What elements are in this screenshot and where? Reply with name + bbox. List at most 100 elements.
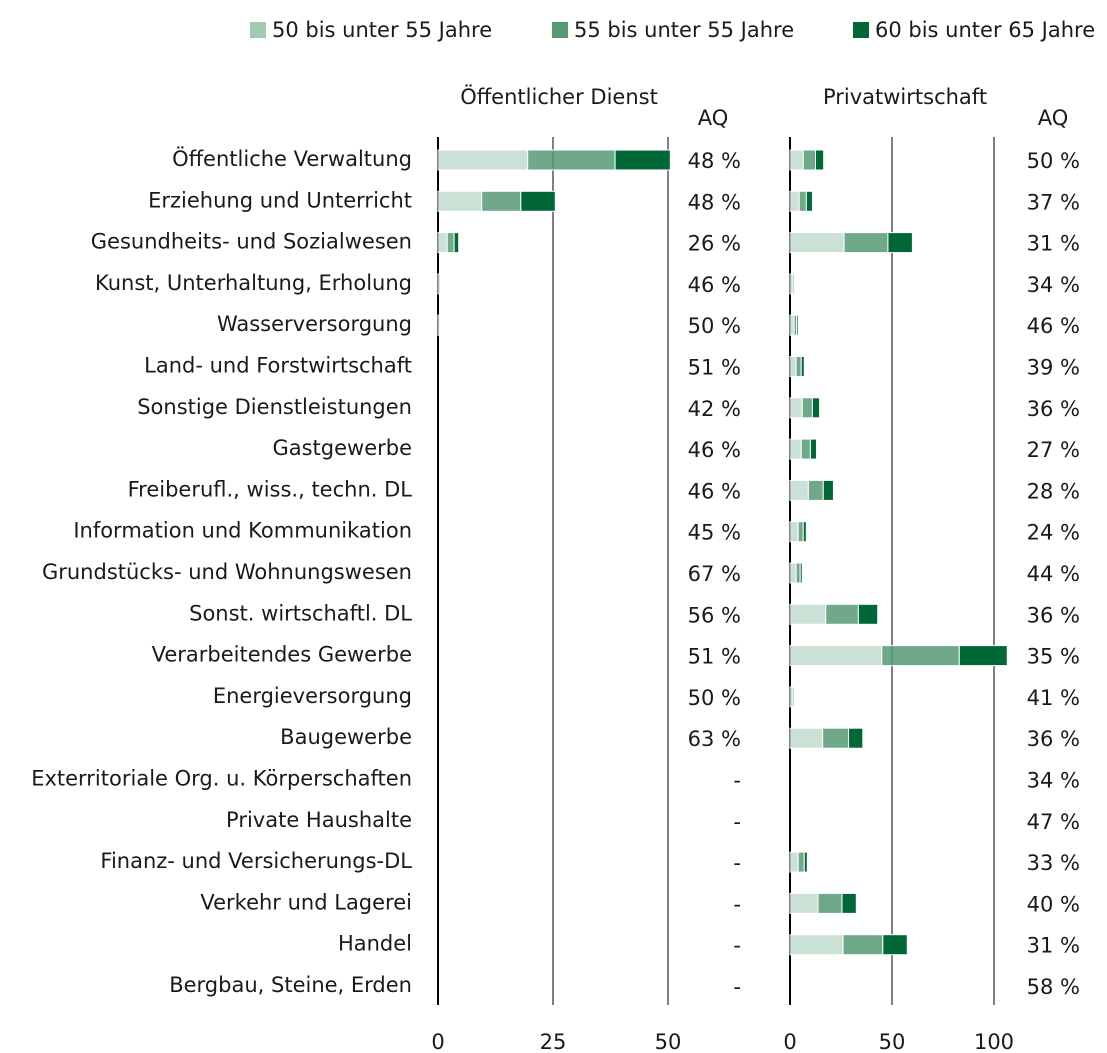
aq-label: 28 %: [1027, 479, 1080, 503]
bar-segment: [811, 397, 821, 419]
bar-segment: [797, 521, 804, 543]
aq-label: 50 %: [688, 686, 741, 710]
aq-label: 34 %: [1027, 273, 1080, 297]
bar-segment: [817, 892, 843, 914]
aq-label: 63 %: [688, 727, 741, 751]
bar-segment: [805, 190, 813, 212]
legend-swatch: [853, 22, 869, 38]
aq-label: 31 %: [1027, 934, 1080, 958]
aq-label: 51 %: [688, 356, 741, 380]
x-tick-label: 50: [879, 1030, 906, 1053]
bar-segment: [527, 149, 616, 171]
category-label: Baugewerbe: [280, 725, 412, 749]
x-tick-label: 50: [655, 1030, 682, 1053]
aq-label: 31 %: [1027, 232, 1080, 256]
bar-segment: [857, 603, 879, 625]
bar-segment: [802, 521, 807, 543]
category-label: Sonstige Dienstleistungen: [137, 395, 412, 419]
category-label: Bergbau, Steine, Erden: [169, 973, 412, 997]
category-label: Gesundheits- und Sozialwesen: [91, 230, 412, 254]
aq-label: -: [733, 975, 741, 999]
aq-label: 40 %: [1027, 892, 1080, 916]
x-tick-label: 0: [431, 1030, 444, 1053]
aq-label: 36 %: [1027, 727, 1080, 751]
bar-segment: [446, 232, 455, 254]
bar-segment: [799, 562, 803, 584]
bar-segment: [789, 645, 883, 667]
panel-title: Privatwirtschaft: [823, 85, 987, 109]
bar-segment: [789, 232, 845, 254]
bar-segment: [789, 149, 804, 171]
bar-segment: [481, 190, 522, 212]
aq-label: 35 %: [1027, 645, 1080, 669]
bar-segment: [882, 934, 908, 956]
bar-segment: [789, 190, 800, 212]
aq-label: 42 %: [688, 397, 741, 421]
bar-segment: [841, 892, 857, 914]
category-label: Finanz- und Versicherungs-DL: [100, 849, 412, 873]
legend-label: 50 bis unter 55 Jahre: [272, 18, 492, 42]
category-label: Erziehung und Unterricht: [148, 188, 412, 212]
bar-segment: [798, 190, 807, 212]
aq-label: 46 %: [688, 273, 741, 297]
bar-segment: [789, 314, 795, 336]
aq-header: AQ: [1038, 106, 1069, 130]
aq-label: 56 %: [688, 603, 741, 627]
bar-segment: [453, 232, 460, 254]
category-label: Energieversorgung: [213, 684, 412, 708]
x-tick-label: 25: [540, 1030, 567, 1053]
bar-segment: [789, 727, 824, 749]
bar-segment: [793, 686, 797, 708]
category-label: Öffentliche Verwaltung: [172, 146, 412, 171]
aq-label: 37 %: [1027, 190, 1080, 214]
aq-label: 24 %: [1027, 521, 1080, 545]
legend-label: 60 bis unter 65 Jahre: [875, 18, 1095, 42]
bar-segment: [789, 892, 819, 914]
aq-label: 50 %: [688, 314, 741, 338]
bar-segment: [887, 232, 913, 254]
legend-swatch: [250, 22, 266, 38]
aq-label: 44 %: [1027, 562, 1080, 586]
bar-segment: [795, 356, 802, 377]
aq-label: 41 %: [1027, 686, 1080, 710]
aq-label: 50 %: [1027, 149, 1080, 173]
category-label: Private Haushalte: [226, 808, 412, 832]
category-label: Freiberufl., wiss., techn. DL: [128, 477, 413, 501]
bar-segment: [848, 727, 864, 749]
bar-segment: [796, 314, 799, 336]
aq-label: 36 %: [1027, 397, 1080, 421]
aq-label: 46 %: [1027, 314, 1080, 338]
bar-segment: [789, 397, 803, 419]
category-label: Kunst, Unterhaltung, Erholung: [95, 271, 412, 295]
bar-segment: [803, 851, 808, 873]
bar-segment: [800, 356, 805, 377]
category-label: Handel: [338, 932, 412, 956]
aq-label: 46 %: [688, 438, 741, 462]
aq-label: 26 %: [688, 232, 741, 256]
bar-segment: [797, 851, 805, 873]
category-label: Information und Kommunikation: [73, 519, 412, 543]
legend-swatch: [552, 22, 568, 38]
x-tick-label: 100: [974, 1030, 1014, 1053]
aq-label: 33 %: [1027, 851, 1080, 875]
bar-segment: [822, 727, 850, 749]
bar-segment: [789, 438, 802, 460]
x-tick-label: 0: [783, 1030, 796, 1053]
aq-label: -: [733, 851, 741, 875]
bar-segment: [793, 273, 797, 295]
aq-label: 48 %: [688, 190, 741, 214]
bar-segment: [843, 232, 889, 254]
aq-label: 48 %: [688, 149, 741, 173]
bar-segment: [789, 562, 797, 584]
bar-segment: [958, 645, 1008, 667]
bar-segment: [800, 438, 811, 460]
aq-label: -: [733, 810, 741, 834]
bar-segment: [815, 149, 825, 171]
bar-segment: [437, 190, 483, 212]
category-label: Sonst. wirtschaftl. DL: [189, 601, 412, 625]
bar-segment: [809, 438, 818, 460]
bar-segment: [789, 934, 844, 956]
bar-segment: [825, 603, 859, 625]
aq-label: 67 %: [688, 562, 741, 586]
bar-segment: [807, 479, 824, 501]
